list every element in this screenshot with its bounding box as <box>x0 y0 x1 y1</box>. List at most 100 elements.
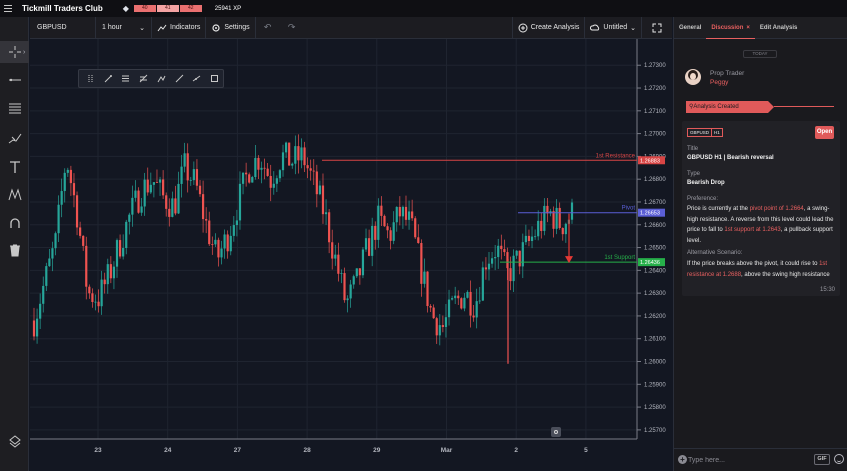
hamburger-menu-icon[interactable] <box>0 0 16 17</box>
level-badge: 41 <box>156 5 180 12</box>
gif-button[interactable]: GIF <box>814 454 830 465</box>
candlestick <box>208 220 211 245</box>
layers-tool[interactable] <box>0 430 29 452</box>
emoji-icon[interactable] <box>834 454 844 464</box>
candlestick <box>39 303 42 319</box>
pattern-tool[interactable] <box>0 184 29 206</box>
candlestick <box>180 166 183 184</box>
add-attachment-icon[interactable]: + <box>678 455 687 464</box>
analysis-card: GBPUSD H1 Open Title GBPUSD H1 | Bearish… <box>682 121 840 296</box>
expand-arrow-icon[interactable]: › <box>23 49 26 56</box>
candlestick <box>417 237 420 244</box>
candlestick <box>306 165 309 169</box>
candlestick <box>131 197 134 215</box>
timeframe-selector[interactable]: 1 hour ⌄ <box>96 16 152 39</box>
candlestick <box>494 257 497 259</box>
candlestick <box>263 167 266 169</box>
candlestick <box>518 250 521 267</box>
settings-button[interactable]: Settings <box>206 17 254 39</box>
candlestick <box>63 172 66 192</box>
magnet-tool[interactable] <box>0 212 29 234</box>
candlestick <box>94 301 97 303</box>
y-tick-label: 1.26400 <box>644 268 666 274</box>
price-chart[interactable]: 1.273001.272001.271001.270001.269001.268… <box>30 39 672 471</box>
candlestick <box>109 264 112 279</box>
drag-handle-icon[interactable] <box>82 70 99 87</box>
text-tool[interactable] <box>0 156 29 178</box>
screenshot-icon[interactable] <box>551 427 561 437</box>
candlestick <box>423 271 426 284</box>
pitchfork-icon[interactable] <box>153 70 170 87</box>
xp-progress: ◆ 40 41 42 25941 XP <box>121 4 241 13</box>
close-icon[interactable]: × <box>746 24 750 31</box>
candlestick <box>460 298 463 309</box>
tab-edit-analysis[interactable]: Edit Analysis <box>759 24 798 31</box>
candlestick <box>143 179 146 207</box>
message-input[interactable] <box>688 454 808 466</box>
rectangle-icon[interactable] <box>206 70 223 87</box>
type-value: Bearish Drop <box>687 180 725 186</box>
divider <box>774 106 834 107</box>
settings-label: Settings <box>224 24 250 31</box>
candlestick <box>509 268 512 282</box>
level-badge: 40 <box>133 5 157 12</box>
open-button[interactable]: Open <box>815 126 834 139</box>
analysis-panel: General Discussion × Edit Analysis TODAY … <box>673 17 847 471</box>
tab-general[interactable]: General <box>679 24 702 31</box>
fib-extension-icon[interactable] <box>135 70 152 87</box>
candlestick <box>512 255 515 282</box>
preference-text: Price is currently at the pivot point of… <box>687 206 834 244</box>
candlestick <box>205 219 208 221</box>
x-tick-label: 24 <box>164 447 172 454</box>
avatar[interactable] <box>685 69 701 85</box>
candlestick <box>570 202 574 220</box>
candlestick <box>128 214 131 222</box>
pattern-icon <box>8 188 21 201</box>
candlestick <box>309 168 312 171</box>
price-tag <box>638 156 665 165</box>
fib-retracement-icon[interactable] <box>118 70 135 87</box>
candlestick <box>546 205 549 214</box>
candlestick <box>328 212 331 243</box>
tab-discussion[interactable]: Discussion × <box>706 17 755 39</box>
fib-tool[interactable] <box>0 97 29 119</box>
username[interactable]: Peggy <box>710 79 729 86</box>
candlestick <box>241 172 245 184</box>
delete-tool[interactable] <box>0 239 29 261</box>
y-tick-label: 1.26500 <box>644 246 666 252</box>
symbol-selector[interactable]: GBPUSD <box>30 16 96 39</box>
candlestick <box>374 225 377 240</box>
candlestick <box>72 183 76 196</box>
divider <box>584 16 586 39</box>
layout-selector[interactable]: Untitled ⌄ <box>585 17 641 39</box>
candlestick <box>226 234 229 252</box>
redo-icon[interactable]: ↷ <box>287 22 296 32</box>
fullscreen-button[interactable] <box>642 17 672 39</box>
crosshair-tool[interactable] <box>0 41 29 63</box>
candlestick <box>426 271 429 307</box>
candlestick <box>248 174 251 183</box>
y-tick-label: 1.27000 <box>644 132 666 138</box>
candlestick <box>189 180 192 181</box>
trendline-tool[interactable] <box>0 69 29 91</box>
candlestick <box>45 266 48 286</box>
plus-circle-icon <box>518 23 528 32</box>
title-value: GBPUSD H1 | Bearish reversal <box>687 155 774 161</box>
candlestick <box>340 273 343 274</box>
chart-canvas[interactable]: 1.273001.272001.271001.270001.269001.268… <box>30 39 672 471</box>
candlestick <box>198 185 202 195</box>
create-analysis-button[interactable]: Create Analysis <box>513 17 585 39</box>
candlestick <box>343 273 346 301</box>
candlestick <box>389 230 392 241</box>
brush-tool[interactable] <box>0 127 29 149</box>
indicators-button[interactable]: Indicators <box>152 17 205 39</box>
trash-icon <box>9 244 20 257</box>
undo-icon[interactable]: ↶ <box>263 22 272 32</box>
candlestick <box>478 300 481 302</box>
price-tag-label: 1.26653 <box>640 211 660 217</box>
pen-icon[interactable] <box>100 70 117 87</box>
divider <box>205 16 207 39</box>
ray-icon[interactable] <box>189 70 206 87</box>
line-icon[interactable] <box>171 70 188 87</box>
candlestick <box>125 221 128 249</box>
